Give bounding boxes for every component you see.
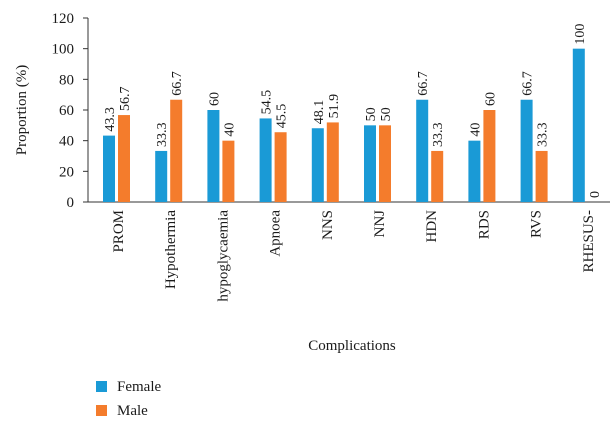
category-label: HDN [424, 210, 440, 243]
bar-male-nns [326, 122, 339, 202]
value-label: 0 [588, 191, 603, 198]
value-label: 100 [573, 24, 588, 45]
value-label: 66.7 [521, 71, 536, 96]
value-label: 50 [364, 107, 379, 121]
y-tick-label: 40 [59, 134, 74, 150]
category-label: NNS [320, 210, 336, 240]
bar-female-rhesus [572, 48, 585, 202]
bar-female-hdn [416, 99, 429, 202]
value-label: 54.5 [260, 90, 275, 115]
y-tick-label: 0 [67, 195, 75, 211]
value-label: 43.3 [103, 107, 118, 132]
legend-item-female: Female [96, 379, 161, 395]
value-label: 33.3 [536, 122, 551, 147]
legend: Female Male [96, 379, 161, 419]
value-label: 40 [468, 123, 483, 137]
value-label: 33.3 [431, 122, 446, 147]
value-label: 60 [207, 92, 222, 106]
value-label: 48.1 [312, 100, 327, 125]
value-label: 51.9 [327, 94, 342, 119]
bar-male-nnj [379, 125, 391, 202]
category-label: RDS [476, 210, 492, 239]
y-tick-label: 60 [59, 103, 74, 119]
bar-male-rds [483, 110, 496, 202]
bar-male-hypoglycaemia [222, 140, 235, 202]
legend-label-female: Female [117, 379, 161, 395]
y-tick-label: 100 [52, 42, 75, 58]
legend-swatch-female [96, 381, 107, 392]
bar-male-rvs [535, 150, 548, 202]
bar-female-hypothermia [155, 150, 168, 202]
bar-male-hypothermia [170, 99, 183, 202]
legend-label-male: Male [117, 403, 148, 419]
legend-swatch-male [96, 405, 107, 416]
bar-female-hypoglycaemia [207, 110, 220, 202]
category-labels: PROM Hypothermia hypoglycaemia Apnoea NNS NNJ… [111, 210, 597, 302]
bar-female-apnoea [259, 118, 272, 202]
value-label: 60 [483, 92, 498, 106]
y-tick-label: 20 [59, 164, 74, 180]
category-label: RHESUS- [581, 210, 597, 273]
bar-female-nnj [364, 125, 376, 202]
y-axis-title: Proportion (%) [14, 65, 30, 155]
y-tick-label: 80 [59, 72, 74, 88]
bar-male-hdn [431, 150, 444, 202]
category-label: hypoglycaemia [215, 210, 231, 302]
bar-male-prom [118, 115, 130, 202]
value-label: 50 [379, 107, 394, 121]
category-label: Apnoea [268, 210, 284, 257]
bars [103, 48, 585, 202]
value-label: 33.3 [155, 122, 170, 147]
bar-male-apnoea [274, 132, 287, 202]
bar-female-rds [468, 140, 481, 202]
category-label: PROM [111, 210, 127, 253]
x-axis-title: Complications [308, 338, 396, 354]
value-label: 40 [222, 123, 237, 137]
value-label: 45.5 [275, 104, 290, 129]
bar-female-rvs [520, 99, 533, 202]
bar-female-nns [311, 128, 324, 202]
value-label: 66.7 [416, 71, 431, 96]
value-label: 66.7 [170, 71, 185, 96]
bar-female-prom [103, 135, 115, 202]
category-label: Hypothermia [163, 210, 179, 289]
legend-item-male: Male [96, 403, 148, 419]
y-tick-label: 120 [52, 11, 75, 27]
value-label: 56.7 [118, 87, 133, 112]
value-labels: 43.356.7 33.3 66.7 60 40 54.545.5 48.1 51.9 50 50… [103, 24, 603, 198]
category-label: RVS [529, 210, 545, 238]
category-label: NNJ [372, 210, 388, 238]
y-axis: 0 20 40 60 80 100 120 [52, 11, 89, 211]
